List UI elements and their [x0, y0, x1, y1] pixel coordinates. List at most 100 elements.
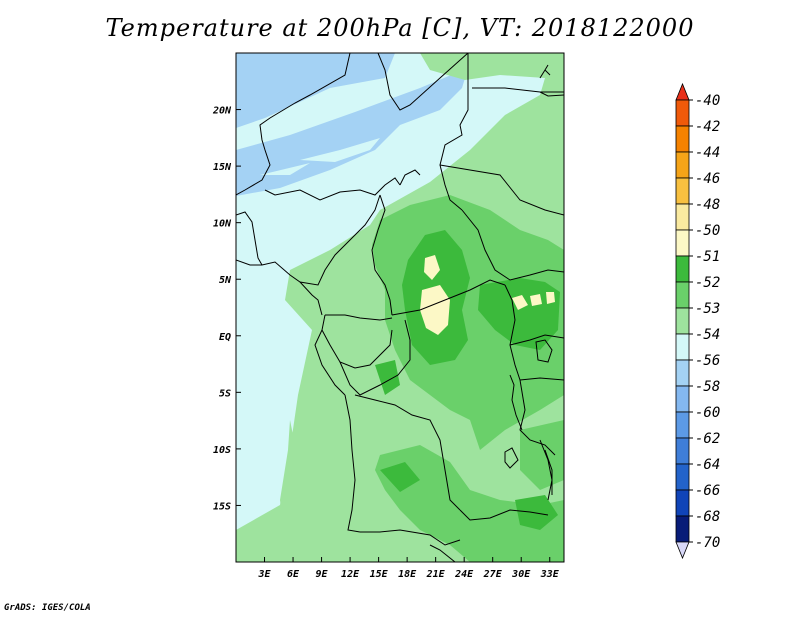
field-50-east	[512, 292, 555, 310]
colorbar-label: -68	[695, 509, 720, 525]
colorbar-cell	[675, 203, 690, 231]
colorbar-label: -48	[695, 197, 720, 213]
y-tick-label: 5N	[219, 275, 232, 286]
field-56-band	[236, 68, 468, 196]
border-uganda-kenya	[509, 334, 564, 346]
colorbar-label: -51	[695, 249, 720, 265]
border-tanzania	[519, 377, 564, 381]
border-angola-namibia	[360, 529, 461, 546]
colorbar-label: -56	[695, 353, 720, 369]
nile-delta	[539, 64, 551, 79]
border-niger-libya	[377, 53, 469, 111]
colorbar-cell	[675, 515, 690, 543]
y-axis: 20N 15N 10N 5N EQ 5S 10S 15S	[212, 106, 241, 512]
x-tick-label: 18E	[398, 569, 417, 580]
x-tick-label: 24E	[454, 569, 474, 580]
colorbar-cell	[675, 125, 690, 153]
field-54-streak2	[260, 163, 310, 175]
x-tick-label: 27E	[483, 569, 503, 580]
colorbar-label: -52	[695, 275, 720, 291]
border-malawi	[539, 439, 553, 501]
colorbar-cell	[675, 333, 690, 361]
colorbar-cell	[675, 437, 690, 465]
border-angola-coast	[344, 394, 361, 533]
field-51-se	[515, 495, 558, 530]
colorbar-label: -66	[695, 483, 720, 499]
field-51-west	[375, 360, 400, 395]
colorbar-cell	[675, 281, 690, 309]
border-botswana	[429, 544, 456, 562]
colorbar-label: -40	[695, 93, 720, 109]
colorbar-label: -60	[695, 405, 720, 421]
y-tick-label: 20N	[212, 106, 232, 117]
field-50-core	[420, 285, 450, 335]
field-53-coast	[280, 420, 300, 540]
border-egypt	[539, 91, 564, 97]
border-niger-nigeria	[264, 177, 401, 201]
lake-chad	[399, 169, 421, 186]
field-56-nw	[236, 53, 395, 128]
border-congo-drc	[339, 319, 411, 396]
colorbar-label: -58	[695, 379, 720, 395]
colorbar-bottom-arrow	[675, 541, 690, 560]
colorbar-label: -53	[695, 301, 720, 317]
field-54-streak	[300, 138, 380, 162]
field-52-east	[520, 420, 564, 490]
border-cameroon-car	[371, 194, 393, 316]
colorbar-cell	[675, 255, 690, 283]
colorbar-top-arrow	[675, 82, 690, 101]
x-tick-label: 3E	[257, 569, 271, 580]
border-chad-east	[439, 53, 469, 211]
colorbar-label: -42	[695, 119, 720, 135]
field-52-south	[375, 445, 564, 562]
y-tick-label: EQ	[219, 332, 231, 343]
colorbar-label: -70	[695, 535, 720, 551]
x-tick-label: 6E	[287, 569, 300, 580]
colorbar-label: -54	[695, 327, 720, 343]
border-benin	[236, 211, 263, 266]
x-tick-label: 21E	[426, 569, 446, 580]
colorbar-cell	[675, 229, 690, 257]
colorbar-label: -44	[695, 145, 720, 161]
footer-credit: GrADS: IGES/COLA	[4, 603, 91, 613]
coast-cameroon	[299, 281, 323, 316]
colorbar-cell	[675, 177, 690, 205]
field-50-core-n	[424, 255, 440, 280]
y-tick-label: 15N	[213, 162, 232, 173]
border-nigeria-cameroon	[261, 194, 381, 286]
x-tick-label: 15E	[370, 569, 389, 580]
colorbar-label: -64	[695, 457, 720, 473]
colorbar-cell	[675, 463, 690, 491]
border-car-drc	[391, 279, 506, 316]
lake-tanganyika	[509, 374, 523, 431]
border-angola-drc	[354, 394, 461, 511]
colorbar-cell	[675, 359, 690, 387]
border-gabon-congo	[321, 314, 393, 369]
country-borders	[236, 53, 564, 562]
coast-gabon-congo	[314, 329, 346, 396]
colorbar-cell	[675, 151, 690, 179]
x-tick-label: 30E	[511, 569, 531, 580]
colorbar-cell	[675, 489, 690, 517]
colorbar-cell	[675, 411, 690, 439]
y-tick-label: 5S	[219, 388, 231, 399]
lake-victoria	[535, 339, 553, 363]
y-tick-label: 10N	[213, 219, 232, 230]
lake-bangweulu	[504, 447, 519, 469]
colorbar-label: -46	[695, 171, 720, 187]
map-title: Temperature at 200hPa [C], VT: 201812200…	[105, 14, 695, 42]
y-tick-label: 10S	[213, 445, 231, 456]
border-eq-guinea-gabon	[325, 314, 393, 321]
colorbar-cell	[675, 99, 690, 127]
border-car-south-sudan	[461, 209, 564, 281]
x-axis: 3E 6E 9E 12E 15E 18E 21E 24E 27E 30E 33E	[257, 557, 560, 580]
border-mali-algeria	[236, 53, 351, 196]
border-zambia	[459, 509, 549, 521]
colorbar-label: -50	[695, 223, 720, 239]
y-tick-label: 15S	[213, 501, 231, 512]
x-tick-label: 12E	[341, 569, 360, 580]
lake-malawi	[544, 449, 553, 495]
coast-gulf-guinea-west	[236, 259, 262, 266]
temperature-field	[236, 53, 564, 562]
